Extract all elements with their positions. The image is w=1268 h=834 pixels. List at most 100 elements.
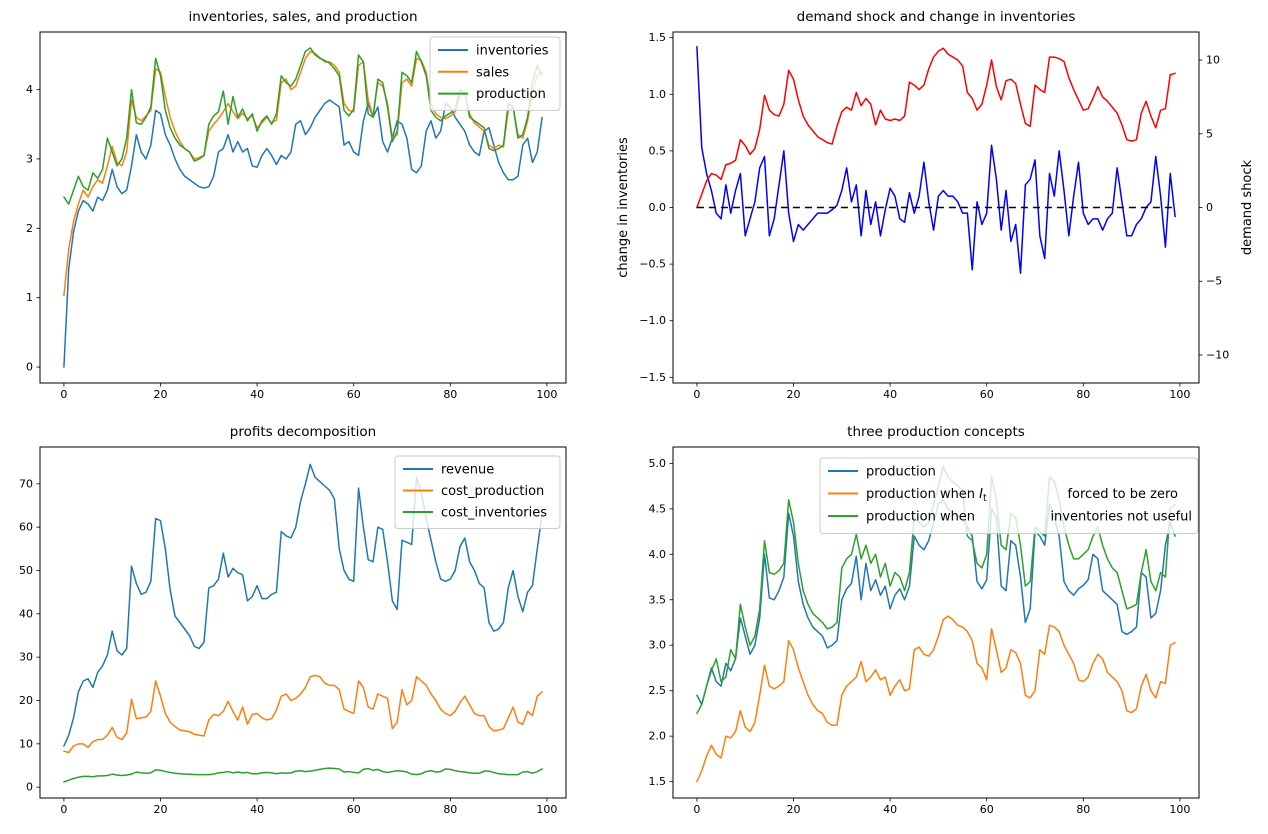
legend-label2-inventories-not-useful: inventories not useful [1050,510,1192,525]
chart-title-three-production-concepts: three production concepts [847,424,1025,440]
y-tick-label: 3 [26,152,33,165]
axes-spines [672,446,1200,799]
x-tick-label: 40 [250,388,264,401]
x-tick-label: 40 [883,803,897,816]
y-tick-label: 50 [19,564,33,577]
axes-spines [39,446,567,799]
y-tick-label: 3.5 [649,593,667,606]
x-tick-label: 0 [693,388,700,401]
y2-tick-label: 5 [1206,127,1213,140]
y2-tick-label: 0 [1206,201,1213,214]
y2-axis-ticks: −10 −5 0 5 10 [1199,54,1229,361]
legend-box [429,36,561,111]
series-cost-production [63,674,543,754]
legend-label-production-when: production when [866,510,975,525]
x-tick-label: 60 [347,803,361,816]
chart-inventories-sales-production: 0 20 40 60 80 100 0 1 2 3 4 inventories sales product… [26,31,567,401]
x-tick-label: 20 [154,388,168,401]
x-tick-label: 0 [693,803,700,816]
x-tick-label: 20 [787,388,801,401]
x-tick-label: 80 [443,388,457,401]
series-revenue [63,463,543,747]
y-axis-label-change-in-inventories: change in inventories [616,137,631,278]
x-tick-label: 80 [1076,803,1090,816]
y-tick-label: 30 [19,651,33,664]
legend-label-sales: sales [476,65,509,80]
chart-title-inventories-sales-production: inventories, sales, and production [188,9,417,25]
y-axis-ticks: 0 10 20 30 40 50 60 70 [19,477,40,794]
legend: revenue cost_production cost_inventories [394,455,561,529]
y-tick-label: 1.0 [649,88,667,101]
legend-label2-forced-to-be-zero: forced to be zero [1067,487,1178,502]
y-tick-label: 2.5 [649,684,667,697]
y-tick-label: 3.0 [649,639,667,652]
x-tick-label: 20 [154,803,168,816]
y-axis-ticks: 1.5 2.0 2.5 3.0 3.5 4.0 4.5 5.0 [649,457,673,788]
series-change-in-inventories [696,45,1176,274]
y-tick-label: 0 [26,361,33,374]
y-tick-label: 4 [26,83,33,96]
y-tick-label: 70 [19,477,33,490]
x-tick-label: 80 [1076,388,1090,401]
y-tick-label: 60 [19,521,33,534]
y-tick-label: 1 [26,291,33,304]
y2-axis-label-demand-shock: demand shock [1240,159,1255,255]
series-demand-shock [696,47,1176,209]
y-tick-label: 20 [19,694,33,707]
legend-box [819,457,1199,534]
y-axis-ticks: −1.5 −1.0 −0.5 0.0 0.5 1.0 1.5 [639,31,673,384]
y-tick-label: 40 [19,607,33,620]
y-tick-label: 1.5 [649,31,667,44]
y-tick-label: 10 [19,737,33,750]
x-tick-label: 40 [883,388,897,401]
x-axis-ticks: 0 20 40 60 80 100 [60,383,557,401]
x-tick-label: 0 [60,388,67,401]
x-tick-label: 60 [980,803,994,816]
x-axis-ticks: 0 20 40 60 80 100 [60,798,557,816]
legend-label-cost-inventories: cost_inventories [441,506,547,521]
x-tick-label: 20 [787,803,801,816]
legend: production production when It forced to be… [819,457,1199,534]
legend-label-revenue: revenue [441,463,494,478]
chart-title-demand-shock: demand shock and change in inventories [797,9,1076,25]
x-tick-label: 100 [536,803,557,816]
chart-profits-decomposition: 0 20 40 60 80 100 0 10 20 30 40 50 60 70 revenue cost_p… [19,446,567,816]
y-tick-label: 4.5 [649,502,667,515]
legend-box [394,455,561,529]
y-tick-label: 0.5 [649,144,667,157]
chart-three-production-concepts: 0 20 40 60 80 100 1.5 2.0 2.5 3.0 3.5 4.0 4.5 5.0 prod… [649,446,1200,816]
x-tick-label: 60 [347,388,361,401]
y-tick-label: 4.0 [649,548,667,561]
y-tick-label: 5.0 [649,457,667,470]
chart-title-profits-decomposition: profits decomposition [230,424,376,440]
y-tick-label: 0.0 [649,201,667,214]
legend: inventories sales production [429,36,561,111]
series-inventories [63,99,543,368]
y-tick-label: 2 [26,222,33,235]
y-axis-ticks: 0 1 2 3 4 [26,83,40,374]
y2-tick-label: 10 [1206,54,1220,67]
y-tick-label: 2.0 [649,730,667,743]
x-tick-label: 80 [443,803,457,816]
series-cost-inventories [63,767,543,783]
y-tick-label: −1.5 [639,371,666,384]
series-production-when-it-forced-to-be-zero [696,615,1176,783]
x-tick-label: 60 [980,388,994,401]
x-tick-label: 100 [536,388,557,401]
axes-spines [39,31,567,384]
y-tick-label: −0.5 [639,258,666,271]
legend-label-cost-production: cost_production [441,484,544,499]
x-axis-ticks: 0 20 40 60 80 100 [693,383,1190,401]
legend-label-inventories: inventories [476,44,549,59]
legend-label-production: production [476,87,546,102]
x-tick-label: 0 [60,803,67,816]
x-tick-label: 100 [1169,388,1190,401]
y2-tick-label: −10 [1206,348,1229,361]
y-tick-label: 1.5 [649,775,667,788]
y-tick-label: −1.0 [639,314,666,327]
legend-label-production-when: production when It [866,487,987,504]
chart-demand-shock-and-change-in-inventories: 0 20 40 60 80 100−1.5−1.0−0.50.00.51.01.5−10−… [639,31,1229,401]
y2-tick-label: −5 [1206,275,1222,288]
